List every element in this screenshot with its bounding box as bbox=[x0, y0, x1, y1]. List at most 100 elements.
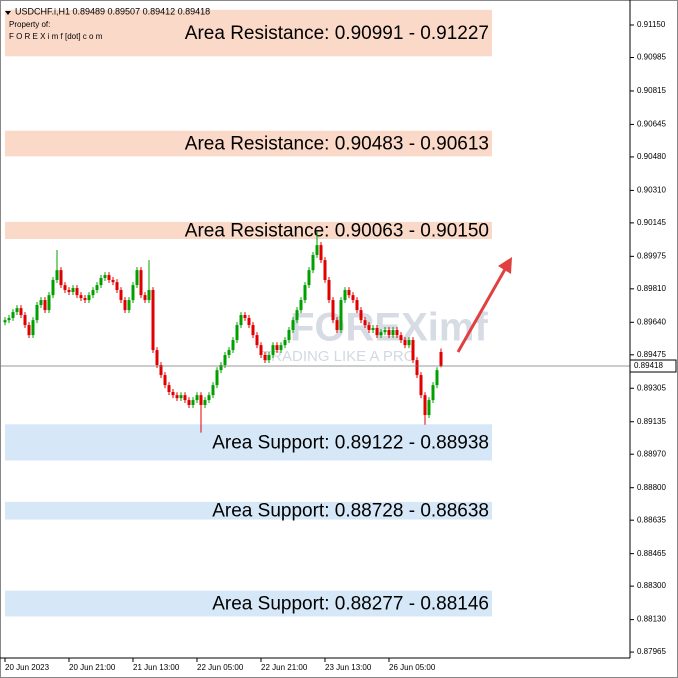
candle-body bbox=[39, 300, 43, 305]
candle-body bbox=[111, 279, 115, 283]
candle-body bbox=[251, 325, 255, 336]
watermark-tagline: TRADING LIKE A PRO bbox=[262, 348, 415, 365]
candle-body bbox=[399, 335, 403, 341]
candle-body bbox=[411, 340, 415, 361]
candle-body bbox=[87, 295, 91, 301]
candle-body bbox=[171, 392, 175, 396]
candle-body bbox=[159, 365, 163, 376]
candle-body bbox=[419, 375, 423, 396]
candle-body bbox=[107, 275, 111, 280]
candle-body bbox=[363, 320, 367, 326]
candle-body bbox=[63, 285, 67, 291]
candle-body bbox=[155, 350, 159, 366]
y-tick-label: 0.89135 bbox=[637, 417, 666, 426]
candle-body bbox=[59, 270, 63, 286]
candle-body bbox=[315, 245, 319, 255]
y-tick-label: 0.88635 bbox=[637, 515, 666, 524]
x-tick-label: 23 Jun 13:00 bbox=[325, 663, 372, 672]
x-tick-label: 22 Jun 05:00 bbox=[197, 663, 244, 672]
x-tick-label: 21 Jun 13:00 bbox=[133, 663, 180, 672]
candle-body bbox=[387, 329, 391, 336]
candle-body bbox=[231, 340, 235, 351]
zone-band bbox=[5, 424, 492, 461]
candle-body bbox=[355, 300, 359, 311]
candle-body bbox=[223, 354, 227, 366]
candle-body bbox=[131, 285, 135, 301]
x-tick-label: 22 Jun 21:00 bbox=[261, 663, 308, 672]
candle-body bbox=[47, 295, 51, 311]
candle-body bbox=[279, 345, 283, 351]
candle-body bbox=[175, 395, 179, 399]
x-tick-label: 26 Jun 05:00 bbox=[389, 663, 436, 672]
header: USDCHF.i,H1 0.89489 0.89507 0.89412 0.89… bbox=[15, 6, 210, 16]
candle-body bbox=[435, 370, 439, 386]
candle-body bbox=[239, 315, 243, 326]
candle-body bbox=[323, 260, 327, 280]
candle-body bbox=[319, 245, 323, 261]
candle-body bbox=[267, 354, 271, 361]
candle-body bbox=[31, 320, 35, 336]
candle-body bbox=[7, 317, 11, 321]
candle-body bbox=[135, 270, 139, 286]
candle-body bbox=[91, 290, 95, 296]
candles bbox=[3, 231, 443, 433]
zone-label: Area Resistance: 0.90063 - 0.90150 bbox=[185, 220, 489, 241]
candle-body bbox=[211, 385, 215, 396]
y-tick-label: 0.89975 bbox=[637, 251, 666, 260]
candle-body bbox=[295, 310, 299, 321]
candle-body bbox=[343, 290, 347, 301]
candle-body bbox=[19, 308, 23, 316]
y-tick-label: 0.90145 bbox=[637, 218, 666, 227]
candle-body bbox=[395, 329, 399, 336]
candle-body bbox=[227, 350, 231, 355]
candle-body bbox=[367, 325, 371, 330]
y-tick-label: 0.88465 bbox=[637, 549, 666, 558]
y-tick-label: 0.90310 bbox=[637, 186, 666, 195]
candle-body bbox=[103, 275, 107, 279]
candle-body bbox=[243, 315, 247, 318]
zone-band bbox=[5, 221, 492, 240]
candle-body bbox=[207, 395, 211, 401]
menu-triangle bbox=[5, 11, 11, 15]
candle-body bbox=[219, 365, 223, 371]
zone-label: Area Support: 0.89122 - 0.88938 bbox=[212, 432, 489, 453]
candle-body bbox=[183, 395, 187, 401]
candle-body bbox=[11, 312, 15, 318]
candle-body bbox=[35, 304, 39, 321]
candle-body bbox=[259, 345, 263, 355]
candle-body bbox=[339, 300, 343, 330]
candle-body bbox=[271, 345, 275, 355]
current-price-tag bbox=[629, 359, 677, 373]
candle-body bbox=[439, 352, 443, 367]
candle-body bbox=[431, 385, 435, 401]
candle-body bbox=[379, 332, 383, 336]
candle-body bbox=[255, 335, 259, 346]
candle-body bbox=[423, 395, 427, 416]
y-tick-label: 0.88300 bbox=[637, 581, 666, 590]
candle-body bbox=[195, 395, 199, 401]
y-tick-label: 0.89305 bbox=[637, 383, 666, 392]
candle-body bbox=[143, 295, 147, 301]
candle-body bbox=[179, 395, 183, 399]
candle-body bbox=[51, 279, 55, 296]
candle-body bbox=[115, 282, 119, 291]
candle-body bbox=[203, 400, 207, 405]
candle-body bbox=[287, 329, 291, 341]
zone-band bbox=[5, 130, 492, 157]
candle-body bbox=[351, 295, 355, 301]
y-tick-label: 0.89810 bbox=[637, 284, 666, 293]
candle-body bbox=[299, 300, 303, 311]
candle-body bbox=[235, 325, 239, 341]
candle-body bbox=[415, 360, 419, 376]
y-tick-label: 0.88970 bbox=[637, 449, 666, 458]
zone-band bbox=[5, 9, 492, 57]
candle-body bbox=[359, 310, 363, 321]
y-tick-label: 0.88800 bbox=[637, 483, 666, 492]
candle-body bbox=[283, 340, 287, 346]
candle-body bbox=[43, 300, 47, 311]
owner-title: Property of: bbox=[9, 20, 50, 29]
candle-body bbox=[83, 298, 87, 301]
